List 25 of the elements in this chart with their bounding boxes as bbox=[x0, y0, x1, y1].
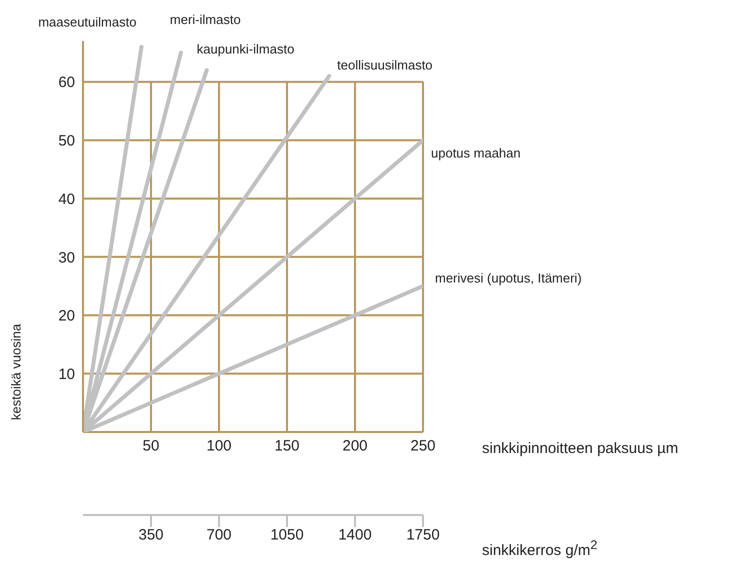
x2-tick-label: 1050 bbox=[270, 526, 304, 544]
x-tick-label: 200 bbox=[342, 438, 368, 455]
y-tick-label: 50 bbox=[58, 132, 75, 150]
x2-tick-label: 1400 bbox=[338, 526, 372, 544]
x-tick-label: 100 bbox=[206, 438, 232, 455]
y-axis-title: kestoikä vuosina bbox=[8, 324, 24, 420]
x-tick-label: 150 bbox=[274, 438, 300, 455]
text: meri-ilmasto bbox=[170, 12, 241, 28]
x-tick-label: 50 bbox=[142, 438, 160, 455]
x-axis-title: sinkkipinnoitteen paksuus µm bbox=[482, 440, 678, 457]
x2-axis-title: sinkkikerros g/m$^{2}$ bbox=[482, 538, 598, 559]
series-label: kaupunki-ilmasto bbox=[196, 42, 294, 57]
series-label: merivesi (upotus, Itämeri) bbox=[435, 270, 582, 286]
y-tick-label: 40 bbox=[58, 190, 75, 208]
x-tick-label: 250 bbox=[410, 438, 436, 455]
series-label: upotus maahan bbox=[431, 146, 521, 161]
y-tick-label: 60 bbox=[58, 74, 75, 92]
y-tick-label: 30 bbox=[58, 249, 75, 266]
x2-tick-label: 700 bbox=[206, 526, 232, 544]
series-label: teollisuusilmasto bbox=[337, 57, 433, 72]
x2-tick-label: 1750 bbox=[406, 526, 440, 544]
series-label: maaseutuilmasto bbox=[38, 14, 136, 30]
y-tick-label: 20 bbox=[58, 308, 75, 325]
y-tick-label: 10 bbox=[58, 366, 75, 383]
x2-tick-label: 350 bbox=[138, 526, 164, 544]
